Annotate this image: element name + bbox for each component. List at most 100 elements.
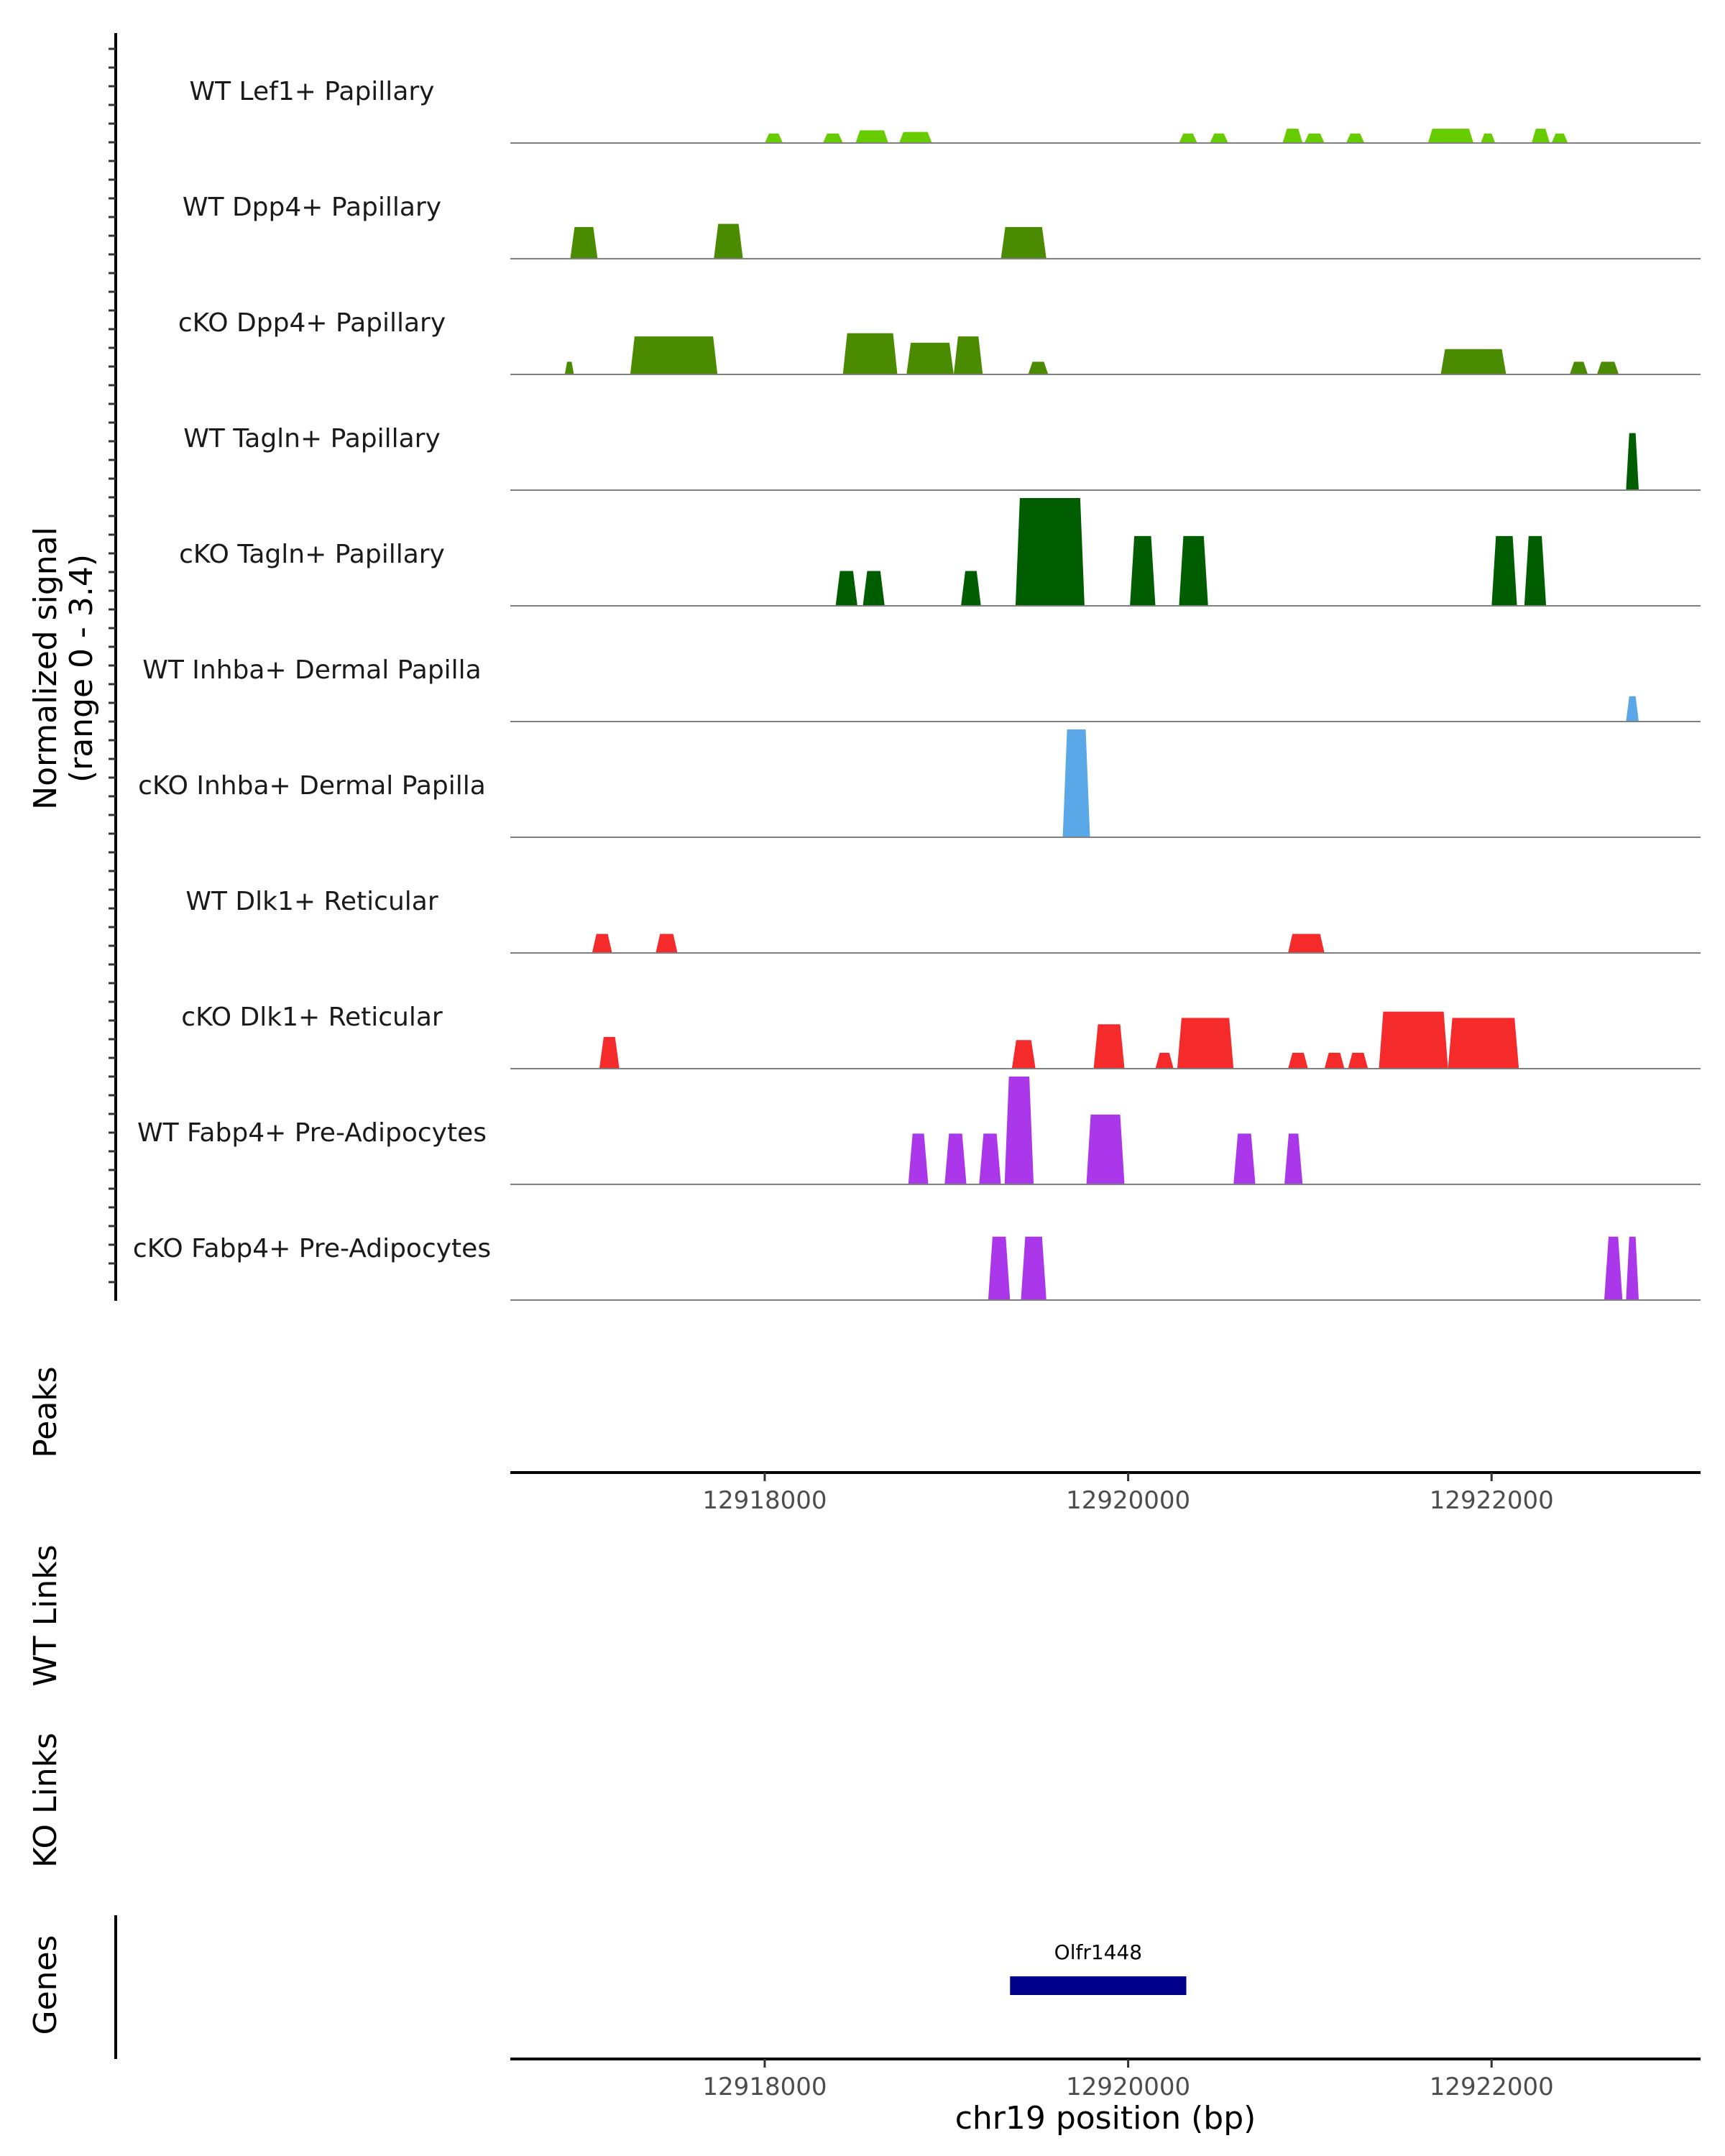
track-11: cKO Fabp4+ Pre-Adipocytes bbox=[133, 1234, 1701, 1301]
signal-peak bbox=[988, 1236, 1011, 1300]
signal-peak bbox=[1288, 934, 1325, 953]
signal-peak bbox=[1130, 535, 1156, 606]
coverage-tracks: WT Lef1+ Papillary WT Dpp4+ Papillary cKO … bbox=[133, 77, 1701, 1301]
signal-peak bbox=[1491, 535, 1517, 606]
signal-peak bbox=[714, 224, 743, 259]
signal-peak bbox=[1155, 1052, 1174, 1069]
signal-peak bbox=[1481, 133, 1496, 143]
signal-peak bbox=[1596, 361, 1619, 374]
peaks-x-axis: 12918000 12920000 12922000 bbox=[510, 1471, 1701, 1515]
signal-peak bbox=[1004, 1077, 1034, 1184]
track-label: WT Dpp4+ Papillary bbox=[183, 193, 441, 222]
genes-x-axis-tick-label: 12918000 bbox=[702, 2073, 827, 2101]
signal-axis-title-line2: (range 0 - 3.4) bbox=[63, 554, 100, 783]
signal-peak bbox=[862, 571, 885, 606]
signal-peak bbox=[1531, 129, 1550, 143]
signal-peak bbox=[630, 336, 718, 374]
signal-peak bbox=[1570, 361, 1588, 374]
signal-peak bbox=[855, 130, 888, 143]
track-3: cKO Dpp4+ Papillary bbox=[178, 308, 1701, 375]
signal-peak bbox=[656, 934, 678, 953]
track-5: cKO Tagln+ Papillary bbox=[179, 498, 1701, 607]
signal-peak bbox=[1000, 226, 1046, 259]
track-1: WT Lef1+ Papillary bbox=[190, 77, 1701, 144]
peaks-x-axis-tick-label: 12920000 bbox=[1066, 1486, 1190, 1515]
track-6: WT Inhba+ Dermal Papilla bbox=[142, 655, 1701, 722]
signal-peak bbox=[592, 934, 612, 953]
signal-peak bbox=[1626, 1236, 1639, 1300]
track-label: cKO Tagln+ Papillary bbox=[179, 540, 445, 569]
gene-label: Olfr1448 bbox=[1054, 1940, 1142, 1964]
track-4: WT Tagln+ Papillary bbox=[183, 424, 1701, 491]
track-label: WT Fabp4+ Pre-Adipocytes bbox=[137, 1118, 487, 1148]
signal-peak bbox=[1179, 535, 1208, 606]
peaks-x-axis-tick-label: 12922000 bbox=[1430, 1486, 1554, 1515]
signal-peak bbox=[1346, 133, 1365, 143]
signal-peak bbox=[1626, 433, 1639, 490]
signal-peak bbox=[822, 133, 843, 143]
signal-peak bbox=[961, 571, 981, 606]
signal-peak bbox=[1179, 133, 1197, 143]
signal-peak bbox=[953, 336, 983, 374]
gene-body bbox=[1010, 1976, 1187, 1995]
signal-peak bbox=[1093, 1024, 1125, 1069]
signal-peak bbox=[1524, 535, 1547, 606]
genes-x-axis-ticks: 12918000 12920000 12922000 bbox=[702, 2059, 1554, 2101]
signal-axis-title-line1: Normalized signal bbox=[27, 527, 64, 810]
signal-peak bbox=[1011, 1040, 1036, 1069]
peaks-x-axis-tick-label: 12918000 bbox=[702, 1486, 827, 1515]
wt-links-track-label: WT Links bbox=[27, 1544, 64, 1686]
track-label: WT Dlk1+ Reticular bbox=[185, 887, 438, 916]
signal-peak bbox=[908, 1133, 929, 1184]
peaks-x-axis-ticks: 12918000 12920000 12922000 bbox=[702, 1473, 1554, 1515]
signal-peak bbox=[765, 133, 783, 143]
signal-peak bbox=[1028, 361, 1049, 374]
signal-peak bbox=[1626, 696, 1639, 722]
signal-peak bbox=[1448, 1018, 1519, 1069]
track-label: WT Inhba+ Dermal Papilla bbox=[142, 655, 481, 685]
signal-peak bbox=[835, 571, 857, 606]
peaks-track-label: Peaks bbox=[27, 1366, 64, 1457]
signal-peak bbox=[1551, 133, 1568, 143]
signal-peak bbox=[1177, 1018, 1234, 1069]
track-7: cKO Inhba+ Dermal Papilla bbox=[138, 729, 1701, 838]
signal-peak bbox=[1210, 133, 1228, 143]
track-label: cKO Dlk1+ Reticular bbox=[181, 1003, 443, 1032]
signal-peak bbox=[899, 132, 932, 143]
track-label: WT Lef1+ Papillary bbox=[190, 77, 435, 106]
signal-peak bbox=[944, 1133, 967, 1184]
signal-peak bbox=[906, 342, 954, 374]
signal-peak bbox=[842, 333, 898, 374]
track-label: cKO Fabp4+ Pre-Adipocytes bbox=[133, 1234, 491, 1263]
genes-x-axis-tick-label: 12922000 bbox=[1430, 2073, 1554, 2101]
genes-x-axis: 12918000 12920000 12922000 bbox=[510, 2058, 1701, 2101]
track-8: WT Dlk1+ Reticular bbox=[185, 887, 1701, 954]
signal-peak bbox=[1440, 349, 1506, 374]
genes-x-axis-tick-label: 12920000 bbox=[1066, 2073, 1190, 2101]
signal-peak bbox=[1379, 1011, 1448, 1069]
gene-annotations: Olfr1448 bbox=[1010, 1940, 1187, 1995]
signal-axis-ticks bbox=[109, 47, 116, 1284]
x-axis-title: chr19 position (bp) bbox=[955, 2100, 1256, 2137]
signal-peak bbox=[599, 1036, 620, 1069]
track-10: WT Fabp4+ Pre-Adipocytes bbox=[137, 1077, 1701, 1185]
signal-peak bbox=[1604, 1236, 1623, 1300]
signal-peak bbox=[979, 1133, 1001, 1184]
track-2: WT Dpp4+ Papillary bbox=[183, 193, 1701, 259]
signal-peak bbox=[1086, 1114, 1125, 1184]
signal-peak bbox=[1348, 1052, 1368, 1069]
track-label: cKO Dpp4+ Papillary bbox=[178, 308, 446, 338]
signal-peak bbox=[1021, 1236, 1046, 1300]
signal-peak bbox=[1284, 1133, 1303, 1184]
signal-peak bbox=[1304, 133, 1325, 143]
track-label: cKO Inhba+ Dermal Papilla bbox=[138, 771, 486, 801]
signal-peak bbox=[1282, 129, 1303, 143]
signal-peak bbox=[1233, 1133, 1256, 1184]
track-9: cKO Dlk1+ Reticular bbox=[181, 1003, 1701, 1069]
signal-peak bbox=[1288, 1052, 1308, 1069]
signal-peak bbox=[1427, 129, 1473, 143]
ko-links-track-label: KO Links bbox=[27, 1733, 64, 1868]
signal-peak bbox=[564, 361, 574, 374]
signal-peak bbox=[1324, 1052, 1345, 1069]
